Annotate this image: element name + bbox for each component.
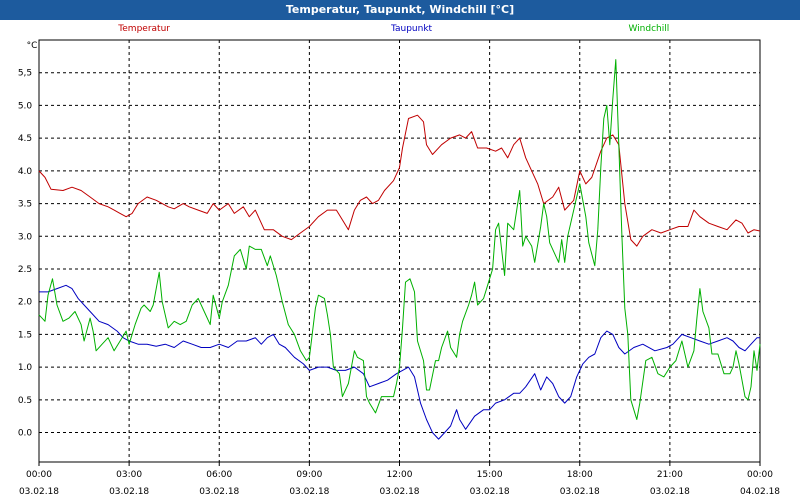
- series-lines: [38, 59, 761, 440]
- plot-frame: [38, 39, 761, 463]
- series-line-temperatur: [38, 114, 761, 247]
- y-tick-label: 5.0: [18, 101, 33, 111]
- legend-entry-windchill: Windchill: [628, 24, 669, 34]
- x-tick-time-label: 00:00: [747, 470, 773, 480]
- y-tick-label: 0.5: [18, 396, 32, 406]
- y-tick-label: 2.0: [18, 298, 33, 308]
- x-tick-time-label: 00:00: [26, 470, 52, 480]
- x-tick-date-label: 03.02.18: [19, 487, 59, 497]
- x-tick-time-label: 15:00: [477, 470, 503, 480]
- legend: Temperatur Taupunkt Windchill: [117, 24, 669, 34]
- series-line-windchill: [38, 59, 761, 420]
- x-tick-date-label: 03.02.18: [379, 487, 419, 497]
- x-tick-date-label: 03.02.18: [560, 487, 600, 497]
- x-tick-time-label: 09:00: [296, 470, 322, 480]
- legend-entry-taupunkt: Taupunkt: [390, 24, 433, 34]
- y-tick-label: 2.5: [18, 265, 32, 275]
- y-tick-label: 1.5: [18, 330, 32, 340]
- y-tick-label: 5,5: [18, 69, 32, 79]
- x-tick-time-label: 21:00: [657, 470, 683, 480]
- y-tick-label: 4.0: [18, 167, 33, 177]
- x-tick-date-label: 03.02.18: [650, 487, 690, 497]
- y-tick-label: 1.0: [18, 363, 33, 373]
- x-tick-date-label: 03.02.18: [470, 487, 510, 497]
- x-tick-date-label: 03.02.18: [289, 487, 329, 497]
- series-line-taupunkt: [39, 284, 760, 440]
- line-chart: °C 0.0 0.5 1.0 1.5 2.0 2.5 3.0 3.5 4.0 4.5 5.0 5,5 0…: [18, 24, 780, 497]
- y-tick-label: 0.0: [18, 429, 33, 439]
- y-tick-label: 4.5: [18, 134, 32, 144]
- window-title: Temperatur, Taupunkt, Windchill [°C]: [0, 0, 800, 20]
- x-tick-date-label: 04.02.18: [740, 487, 780, 497]
- legend-entry-temperatur: Temperatur: [117, 24, 170, 34]
- y-axis-unit-label: °C: [27, 41, 38, 51]
- x-tick-time-label: 18:00: [567, 470, 593, 480]
- x-tick-time-label: 03:00: [116, 470, 142, 480]
- y-tick-label: 3.5: [18, 200, 32, 210]
- y-tick-label: 3.0: [18, 232, 33, 242]
- x-tick-date-label: 03.02.18: [109, 487, 149, 497]
- x-tick-time-label: 06:00: [206, 470, 232, 480]
- grid-lines: [38, 40, 761, 466]
- x-tick-date-label: 03.02.18: [199, 487, 239, 497]
- axis-labels: °C 0.0 0.5 1.0 1.5 2.0 2.5 3.0 3.5 4.0 4.5 5.0 5,5 0…: [18, 41, 780, 497]
- x-tick-time-label: 12:00: [387, 470, 413, 480]
